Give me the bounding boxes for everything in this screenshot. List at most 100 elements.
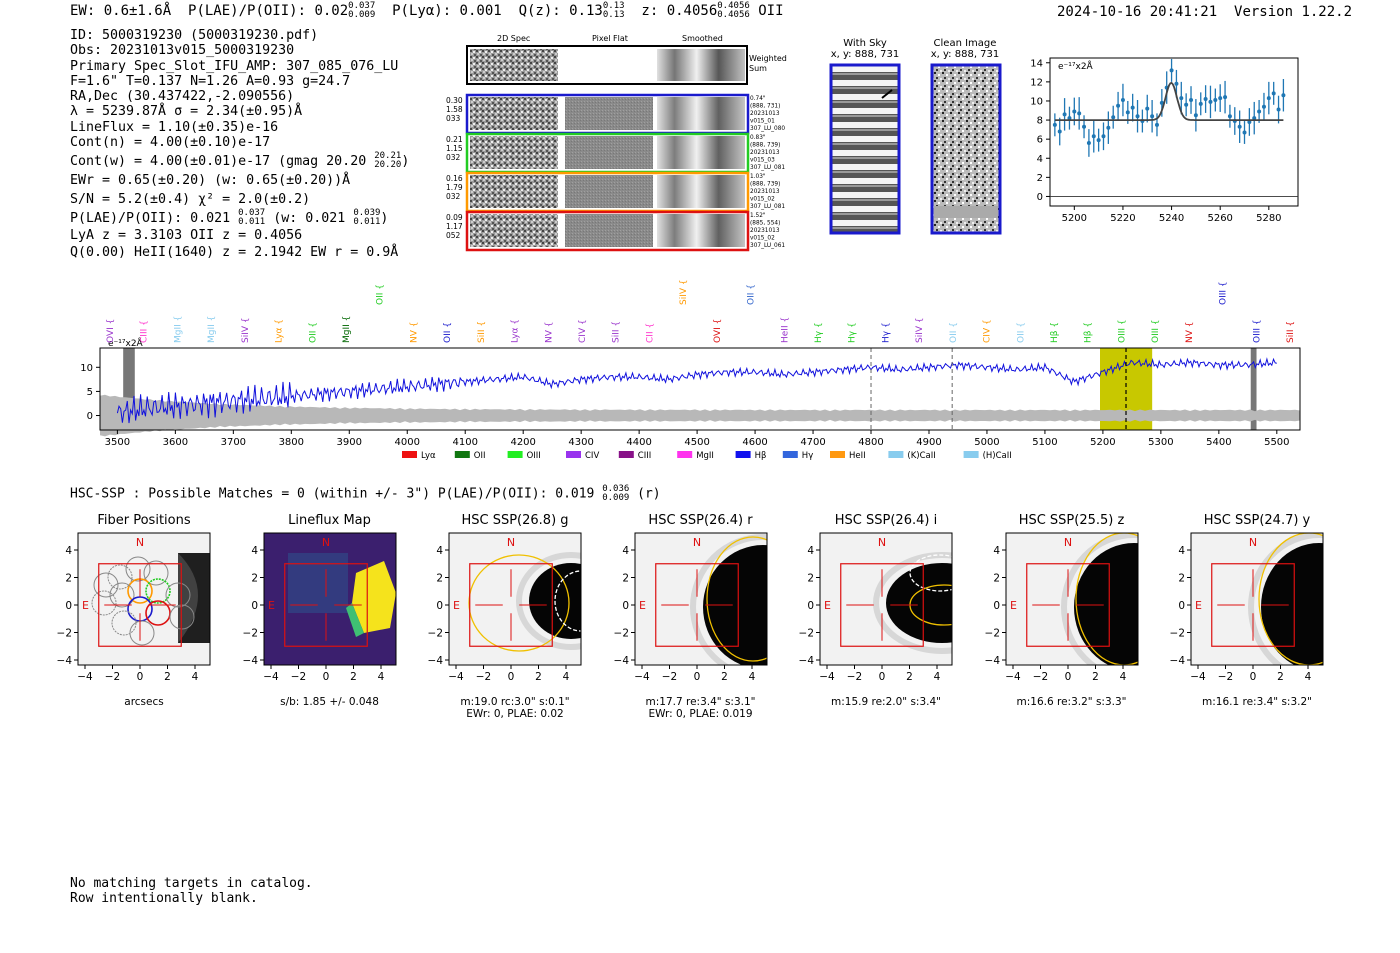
north-label-4: N [878, 536, 886, 549]
zoom-point-42 [1257, 109, 1262, 114]
hsc-panel-6: N E −4 −4 −2 −2 0 0 2 2 4 4 [1170, 532, 1324, 683]
caption-line-1: m:16.1 re:3.4" s:3.2" [1202, 696, 1312, 708]
zoom-point-13 [1116, 103, 1121, 108]
aperture-2-0 [468, 554, 570, 652]
contw-lo: 20.20 [374, 160, 402, 171]
line-label-10: OII { [443, 322, 453, 343]
plae-w-lo: 0.011 [353, 216, 381, 227]
panel-frame-0 [77, 532, 211, 666]
noise-envelope [100, 394, 1300, 437]
plae-lo: 0.009 [348, 10, 376, 20]
line-label-23: Hγ { [881, 322, 891, 343]
caption-line-1: m:15.9 re:2.0" s:3.4" [831, 696, 941, 708]
full-xtick-label-0: 3500 [105, 437, 130, 448]
line-label-27: OII { [1016, 322, 1026, 343]
line-label-26: CIV { [983, 319, 993, 343]
zoom-point-3 [1067, 116, 1072, 121]
hsc-panel-1: N E −4 −4 −2 −2 0 0 2 2 4 4 [242, 532, 396, 683]
footer-notes: No matching targets in catalog. Row inte… [70, 876, 313, 906]
full-xtick-label-15: 5000 [974, 437, 999, 448]
line-label-1: CIII { [140, 320, 150, 343]
spectrum-line [116, 357, 1277, 424]
east-label-0: E [82, 599, 89, 612]
info-lambda: λ = 5239.87Å σ = 2.34(±0.95)Å [70, 104, 303, 120]
galaxy-5 [1073, 543, 1138, 665]
hsc-xtick-label-1-2: 0 [322, 671, 329, 683]
hsc-xtick-label-6-0: −4 [1190, 671, 1206, 683]
header-datetime: 2024-10-16 20:41:21 Version 1.22.2 [1057, 4, 1352, 20]
panel-clip-group-0 [78, 533, 210, 665]
hsc-ytick-label-4-2: 0 [807, 600, 814, 612]
edge-mask-left [123, 348, 135, 430]
info-q: Q(0.00) HeII(1640) z = 2.1942 EW r = 0.9… [70, 245, 399, 261]
with-sky-image [829, 63, 901, 235]
line-label-14: CIV { [578, 319, 588, 343]
line-label-16: CII { [645, 323, 655, 343]
aperture-5-0 [1074, 533, 1138, 665]
fiber-0 [107, 564, 133, 590]
full-xtick-label-10: 4500 [684, 437, 709, 448]
zoom-point-30 [1198, 101, 1203, 106]
cutout-left-3-2: 052 [446, 231, 461, 240]
hsc-xtick-label-3-2: 0 [693, 671, 700, 683]
legend-swatch-2 [507, 451, 523, 458]
hsc-panel-title-1: Lineflux Map [288, 513, 371, 528]
hsc-ytick-label-3-1: −2 [613, 628, 628, 640]
zoom-point-26 [1179, 96, 1184, 101]
fiber-11 [169, 604, 195, 630]
hsc-xtick-label-2-3: 2 [535, 671, 542, 683]
cutout-left-3-0: 0.09 [446, 213, 463, 222]
contw-text: Cont(w) = 4.00(±0.01)e-17 (gmag 20.20 [70, 154, 367, 170]
aperture-3-0 [705, 536, 767, 662]
zoom-point-24 [1169, 68, 1174, 73]
hsc-ytick-label-2-2: 0 [436, 600, 443, 612]
hsc-xtick-label-4-4: 4 [934, 671, 941, 683]
caption-line-1: s/b: 1.85 +/- 0.048 [280, 696, 379, 708]
hsc-ytick-label-4-0: −4 [799, 655, 815, 667]
weighted-sum-2dspec [470, 49, 558, 81]
search-box-4 [840, 563, 924, 647]
cutout-left-0-0: 0.30 [446, 96, 463, 105]
hsc-ytick-label-5-3: 2 [993, 573, 1000, 585]
hsc-ytick-label-5-0: −4 [984, 655, 1000, 667]
east-label-4: E [824, 599, 831, 612]
search-box-6 [1211, 563, 1295, 647]
aperture-4-0 [909, 554, 952, 592]
north-label-3: N [692, 536, 700, 549]
plae-w-end: ) [380, 210, 389, 226]
zoom-ytick-label-4: 8 [1037, 116, 1043, 127]
full-xtick-label-17: 5200 [1090, 437, 1115, 448]
hsc-panel-title-5: HSC SSP(25.5) z [1018, 513, 1125, 528]
zoom-point-41 [1252, 116, 1257, 121]
line-label-6: OII { [308, 322, 318, 343]
zoom-point-36 [1227, 114, 1232, 119]
hsc-ytick-label-6-2: 0 [1178, 600, 1185, 612]
fiber-galaxy-core [178, 553, 210, 643]
panel-frame-5 [1005, 532, 1138, 666]
hsc-panel-2: N E −4 −4 −2 −2 0 0 2 2 4 4 [428, 532, 582, 683]
cutout-right-0-1: (888, 731) [750, 104, 780, 110]
hsc-ytick-label-1-3: 2 [251, 573, 258, 585]
hsc-ytick-label-4-1: −2 [799, 628, 814, 640]
hsc-panel-caption-2: m:19.0 rc:3.0" s:0.1" EWr: 0, PLAE: 0.02 [424, 696, 606, 720]
sky-panels [829, 63, 1002, 235]
contw-end: ) [401, 154, 410, 170]
sky-artifact [881, 89, 893, 99]
hsc-xtick-label-5-4: 4 [1119, 671, 1126, 683]
hsc-panel-title-4: HSC SSP(26.4) i [834, 513, 938, 528]
clean-image-coords: x, y: 888, 731 [930, 49, 1000, 60]
info-lineflux: LineFlux = 1.10(±0.35)e-16 [70, 119, 279, 135]
detection-info: ID: 5000319230 (5000319230.pdf) Obs: 202… [70, 28, 409, 261]
search-box-3 [654, 563, 739, 647]
zoom-xtick-label-4: 5280 [1256, 213, 1281, 224]
search-box-2 [469, 563, 553, 647]
z-lo: 0.4056 [717, 10, 750, 20]
galaxy-halo-2 [516, 552, 581, 650]
search-box-1 [283, 563, 368, 647]
search-box-5 [1025, 563, 1110, 647]
zoom-point-22 [1159, 100, 1164, 105]
cutout-left-1-1: 1.15 [446, 144, 463, 153]
zoom-point-29 [1193, 113, 1198, 118]
hsc-xtick-label-0-1: −2 [105, 671, 120, 683]
aperture-2-1 [554, 570, 581, 632]
